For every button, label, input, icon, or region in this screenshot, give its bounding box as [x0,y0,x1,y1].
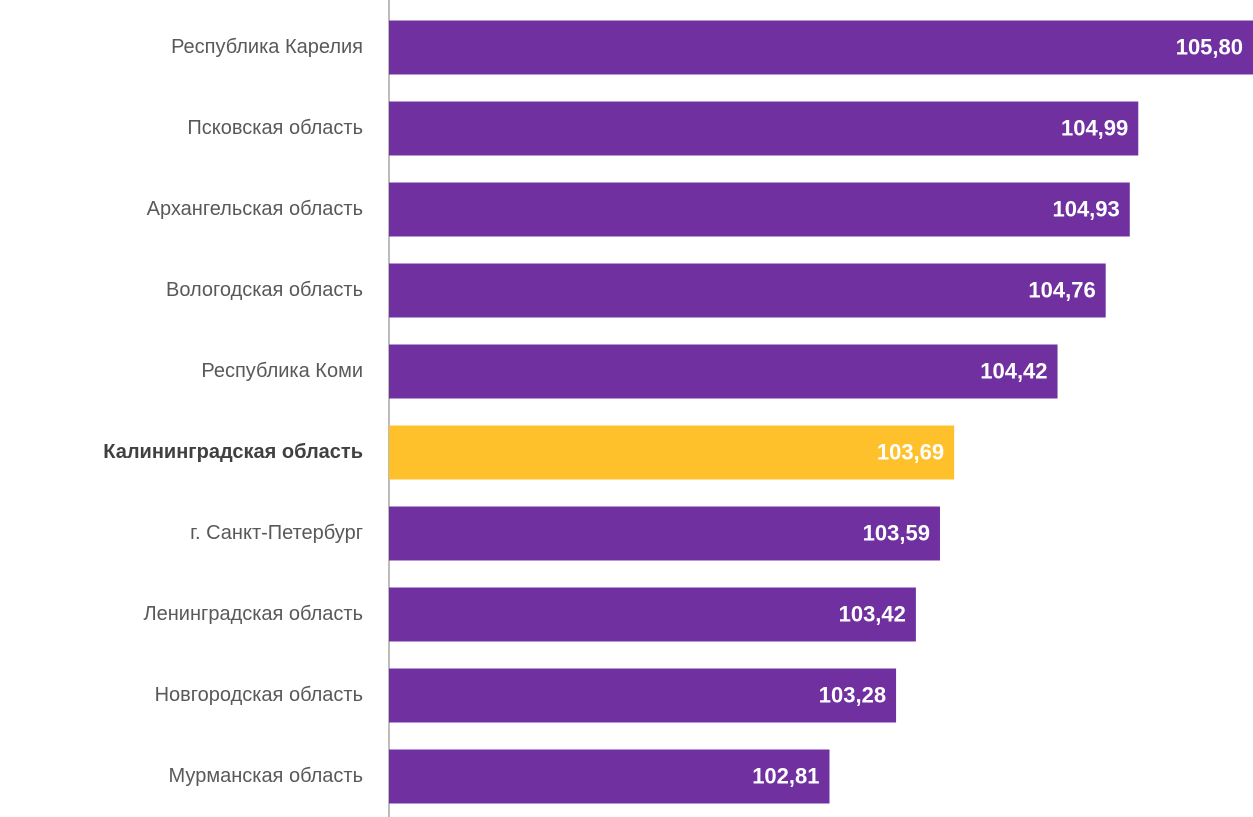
value-label: 105,80 [1176,34,1243,59]
bar [389,263,1106,318]
value-label: 103,28 [819,682,886,707]
category-label: Архангельская область [147,198,363,220]
bar [389,182,1130,237]
category-label: Республика Карелия [171,36,363,58]
bar [389,749,830,804]
value-label: 104,99 [1061,115,1128,140]
value-label: 104,76 [1028,277,1095,302]
category-label: г. Санкт-Петербург [190,522,363,544]
value-label: 103,59 [863,520,930,545]
bar [389,668,897,723]
bar [389,101,1139,156]
value-label: 103,42 [839,601,906,626]
bar [389,344,1058,399]
category-label: Вологодская область [166,279,363,301]
value-label: 104,42 [980,358,1047,383]
category-label: Мурманская область [169,765,363,787]
value-label: 104,93 [1052,196,1119,221]
value-label: 102,81 [752,763,819,788]
category-label: Республика Коми [201,360,363,382]
category-label: Псковская область [187,117,363,139]
bar [389,20,1253,75]
category-label: Ленинградская область [144,603,363,625]
bar [389,425,955,480]
bar [389,506,940,561]
value-label: 103,69 [877,439,944,464]
bar [389,587,916,642]
category-label: Новгородская область [155,684,363,706]
category-label: Калининградская область [103,441,363,463]
